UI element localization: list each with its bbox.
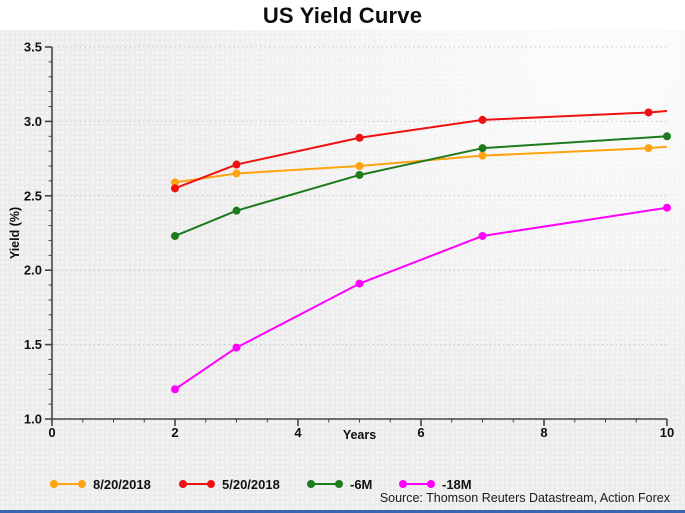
data-point-5/20/2018 — [232, 160, 241, 169]
data-point-8/20/2018 — [644, 144, 653, 153]
series-line-8/20/2018 — [174, 145, 668, 184]
legend-label: 5/20/2018 — [222, 476, 280, 492]
legend-marker-8-20-2018-icon — [50, 480, 86, 488]
data-point--6M — [478, 144, 487, 153]
legend-item-minus-6m: -6M — [306, 476, 373, 492]
x-tick-label: 4 — [294, 425, 302, 440]
x-tick-label: 6 — [417, 425, 424, 440]
bottom-border-bar — [0, 510, 685, 513]
legend-marker-part — [179, 480, 187, 488]
legend-marker-minus-6m-icon — [307, 480, 343, 488]
legend-marker-part — [399, 480, 407, 488]
legend-item-5-20-2018: 5/20/2018 — [178, 476, 280, 492]
legend-label: 8/20/2018 — [93, 476, 151, 492]
data-point--6M — [171, 231, 179, 240]
data-point-5/20/2018 — [355, 133, 364, 142]
data-point--18M — [171, 385, 179, 394]
x-tick-label: 0 — [48, 425, 55, 440]
legend-marker-part — [335, 480, 343, 488]
data-point-8/20/2018 — [355, 162, 364, 171]
data-point-8/20/2018 — [478, 151, 487, 160]
source-attribution: Source: Thomson Reuters Datastream, Acti… — [379, 491, 670, 505]
series-line--18M — [174, 206, 668, 391]
x-tick-label: 10 — [660, 425, 674, 440]
legend-label: -6M — [350, 476, 373, 492]
data-point-8/20/2018 — [232, 169, 241, 178]
legend-marker-part — [427, 480, 435, 488]
legend-item-8-20-2018: 8/20/2018 — [49, 476, 151, 492]
legend-marker-part — [78, 480, 86, 488]
legend-marker-part — [307, 480, 315, 488]
y-tick-label: 2.0 — [24, 263, 42, 278]
x-tick-label: 2 — [171, 425, 178, 440]
data-point-8/20/2018 — [171, 178, 179, 187]
y-tick-label: 1.0 — [24, 412, 42, 427]
legend-marker-5-20-2018-icon — [179, 480, 215, 488]
y-tick-label: 2.5 — [24, 188, 42, 203]
y-tick-label: 1.5 — [24, 337, 42, 352]
x-axis-label: Years — [342, 428, 377, 442]
data-point--6M — [663, 132, 671, 141]
data-point--18M — [355, 279, 364, 288]
legend-marker-minus-18m-icon — [399, 480, 435, 488]
y-axis-label: Yield (%) — [8, 206, 22, 260]
data-point-5/20/2018 — [644, 108, 653, 117]
legend-marker-part — [50, 480, 58, 488]
legend-marker-part — [207, 480, 215, 488]
chart-title: US Yield Curve — [262, 3, 423, 28]
data-point-5/20/2018 — [478, 115, 487, 124]
legend-item-minus-18m: -18M — [398, 476, 472, 492]
data-point--18M — [663, 203, 671, 212]
data-point--18M — [232, 343, 241, 352]
legend-label: -18M — [442, 476, 472, 492]
data-point--18M — [478, 231, 487, 240]
chart-background — [0, 30, 685, 513]
data-point-5/20/2018 — [171, 184, 179, 193]
data-point--6M — [355, 170, 364, 179]
y-tick-label: 3.5 — [24, 40, 42, 55]
y-tick-label: 3.0 — [24, 114, 42, 129]
data-point--6M — [232, 206, 241, 215]
x-tick-label: 8 — [540, 425, 547, 440]
